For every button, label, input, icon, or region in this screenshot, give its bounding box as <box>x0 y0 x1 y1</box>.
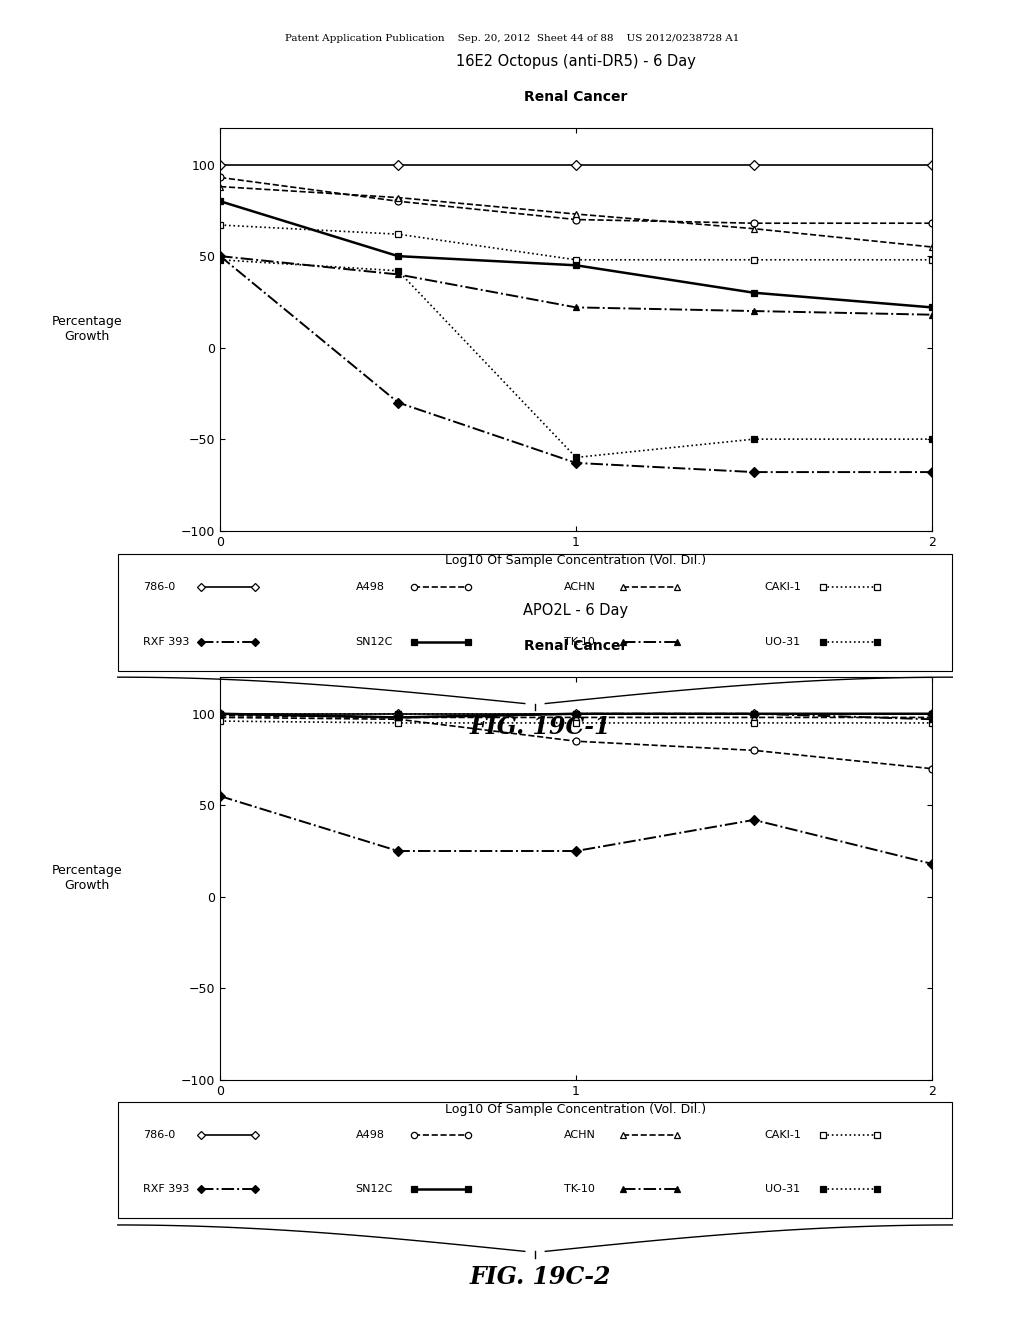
Text: UO-31: UO-31 <box>765 636 800 647</box>
Text: UO-31: UO-31 <box>765 1184 800 1195</box>
Text: ACHN: ACHN <box>564 1130 596 1139</box>
Text: APO2L - 6 Day: APO2L - 6 Day <box>523 603 629 618</box>
Text: Renal Cancer: Renal Cancer <box>524 90 628 104</box>
Text: FIG. 19C-2: FIG. 19C-2 <box>470 1265 611 1288</box>
Text: 786-0: 786-0 <box>142 582 175 591</box>
Text: A498: A498 <box>355 1130 385 1139</box>
Text: 16E2 Octopus (anti-DR5) - 6 Day: 16E2 Octopus (anti-DR5) - 6 Day <box>456 54 696 69</box>
Y-axis label: Percentage
Growth: Percentage Growth <box>52 865 123 892</box>
Text: TK-10: TK-10 <box>564 1184 595 1195</box>
Text: ACHN: ACHN <box>564 582 596 591</box>
Text: FIG. 19C-1: FIG. 19C-1 <box>470 715 611 739</box>
Text: CAKI-1: CAKI-1 <box>765 1130 802 1139</box>
Text: TK-10: TK-10 <box>564 636 595 647</box>
Text: CAKI-1: CAKI-1 <box>765 582 802 591</box>
Text: 786-0: 786-0 <box>142 1130 175 1139</box>
Text: RXF 393: RXF 393 <box>142 636 189 647</box>
Text: SN12C: SN12C <box>355 1184 393 1195</box>
Text: RXF 393: RXF 393 <box>142 1184 189 1195</box>
Text: SN12C: SN12C <box>355 636 393 647</box>
X-axis label: Log10 Of Sample Concentration (Vol. Dil.): Log10 Of Sample Concentration (Vol. Dil.… <box>445 1104 707 1117</box>
Y-axis label: Percentage
Growth: Percentage Growth <box>52 315 123 343</box>
X-axis label: Log10 Of Sample Concentration (Vol. Dil.): Log10 Of Sample Concentration (Vol. Dil.… <box>445 554 707 568</box>
Text: Renal Cancer: Renal Cancer <box>524 639 628 653</box>
Text: A498: A498 <box>355 582 385 591</box>
Text: Patent Application Publication    Sep. 20, 2012  Sheet 44 of 88    US 2012/02387: Patent Application Publication Sep. 20, … <box>285 34 739 44</box>
